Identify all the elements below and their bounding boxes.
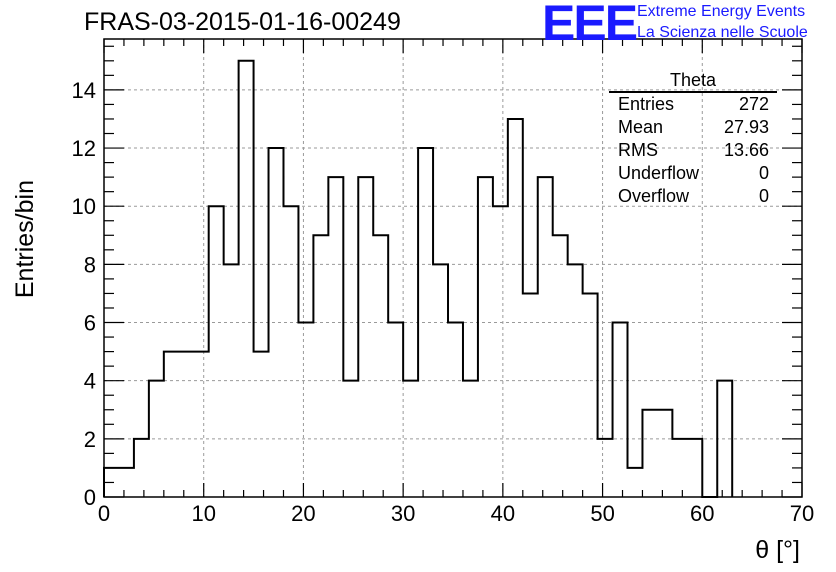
y-tick-label: 10 xyxy=(72,194,96,219)
x-tick-label: 50 xyxy=(590,501,614,526)
grid-lines xyxy=(104,39,802,497)
stats-row-underflow: Underflow 0 xyxy=(609,162,777,185)
x-tick-label: 30 xyxy=(391,501,415,526)
eee-logo: EEE xyxy=(542,0,638,51)
stats-value: 13.66 xyxy=(723,140,769,160)
x-tick-labels: 0 10 20 30 40 50 60 70 xyxy=(98,501,814,526)
y-tick-label: 2 xyxy=(84,427,96,452)
y-tick-label: 8 xyxy=(84,252,96,277)
y-tick-labels: 0 2 4 6 8 10 12 14 xyxy=(72,78,96,510)
plot-frame xyxy=(103,38,803,498)
y-tick-label: 0 xyxy=(84,485,96,510)
stats-title: Theta xyxy=(609,70,777,93)
y-tick-label: 12 xyxy=(72,136,96,161)
x-axis-label: θ [°] xyxy=(755,536,800,564)
stats-label: Overflow xyxy=(618,186,690,206)
axis-ticks xyxy=(103,39,803,498)
stats-label: Mean xyxy=(618,117,664,137)
y-axis-label: Entries/bin xyxy=(11,180,39,298)
logo-text-line1: Extreme Energy Events xyxy=(637,3,806,20)
stats-value: 0 xyxy=(758,186,769,206)
stats-label: Underflow xyxy=(618,163,700,183)
stats-value: 27.93 xyxy=(723,117,769,137)
stats-row-mean: Mean 27.93 xyxy=(609,116,777,139)
x-tick-label: 60 xyxy=(690,501,714,526)
stats-label: Entries xyxy=(618,94,675,114)
y-tick-label: 14 xyxy=(72,78,96,103)
stats-row-overflow: Overflow 0 xyxy=(609,185,777,208)
stats-box: Theta Entries 272 Mean 27.93 RMS 13.66 U… xyxy=(609,70,777,208)
y-tick-label: 4 xyxy=(84,369,96,394)
chart-title: FRAS-03-2015-01-16-00249 xyxy=(84,8,401,36)
stats-value: 272 xyxy=(738,94,769,114)
stats-label: RMS xyxy=(618,140,658,160)
y-tick-label: 6 xyxy=(84,311,96,336)
stats-row-entries: Entries 272 xyxy=(609,93,777,116)
histogram-series xyxy=(103,59,734,498)
x-tick-label: 0 xyxy=(98,501,110,526)
stats-row-rms: RMS 13.66 xyxy=(609,139,777,162)
x-tick-label: 40 xyxy=(491,501,515,526)
x-tick-label: 10 xyxy=(191,501,215,526)
x-tick-label: 20 xyxy=(291,501,315,526)
logo-text-line2: La Scienza nelle Scuole xyxy=(637,24,808,41)
x-tick-label: 70 xyxy=(790,501,814,526)
stats-value: 0 xyxy=(758,163,769,183)
